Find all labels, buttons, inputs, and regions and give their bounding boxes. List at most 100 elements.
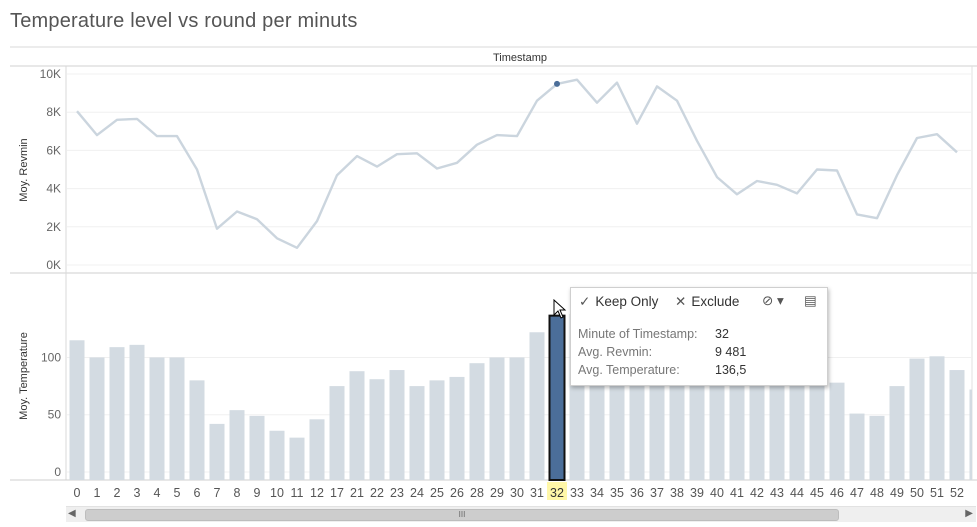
bar-y-tick-labels: 050100 <box>41 350 61 479</box>
x-tick-label[interactable]: 26 <box>450 486 464 500</box>
bar[interactable] <box>870 416 885 480</box>
bar[interactable] <box>890 386 905 480</box>
group-members-dropdown[interactable]: ⊘ ▾ <box>762 293 784 309</box>
keep-only-label: Keep Only <box>595 294 658 309</box>
bar[interactable] <box>910 359 925 480</box>
horizontal-scrollbar[interactable]: ◀ III ▶ <box>66 506 976 522</box>
bar[interactable] <box>290 438 305 480</box>
bar[interactable] <box>970 390 973 480</box>
tooltip-value: 32 <box>715 327 729 341</box>
bar[interactable] <box>70 340 85 480</box>
x-tick-label[interactable]: 36 <box>630 486 644 500</box>
x-tick-label[interactable]: 33 <box>570 486 584 500</box>
x-tick-label[interactable]: 5 <box>174 486 181 500</box>
keep-only-button[interactable]: ✓ Keep Only <box>579 294 658 310</box>
x-tick-label[interactable]: 23 <box>390 486 404 500</box>
bar[interactable] <box>110 347 125 480</box>
bar[interactable] <box>170 357 185 480</box>
bar[interactable] <box>190 380 205 480</box>
x-tick-label[interactable]: 44 <box>790 486 804 500</box>
x-tick-label[interactable]: 21 <box>350 486 364 500</box>
bar[interactable] <box>250 416 265 480</box>
x-tick-label[interactable]: 47 <box>850 486 864 500</box>
x-tick-label[interactable]: 4 <box>154 486 161 500</box>
x-tick-label[interactable]: 22 <box>370 486 384 500</box>
scroll-right-arrow-icon[interactable]: ▶ <box>965 508 973 519</box>
x-tick-label[interactable]: 28 <box>470 486 484 500</box>
bar[interactable] <box>90 357 105 480</box>
x-tick-label[interactable]: 29 <box>490 486 504 500</box>
bar[interactable] <box>850 414 865 480</box>
x-tick-label[interactable]: 11 <box>291 486 304 500</box>
bar[interactable] <box>470 363 485 480</box>
x-tick-label[interactable]: 31 <box>530 486 544 500</box>
bar[interactable] <box>450 377 465 480</box>
x-tick-label[interactable]: 41 <box>730 486 744 500</box>
x-tick-label[interactable]: 1 <box>94 486 101 500</box>
view-data-button[interactable]: ▤ <box>804 293 817 309</box>
x-tick-label[interactable]: 51 <box>930 486 944 500</box>
exclude-label: Exclude <box>691 294 739 309</box>
x-tick-label[interactable]: 3 <box>134 486 141 500</box>
bar[interactable] <box>410 386 425 480</box>
x-tick-label[interactable]: 10 <box>270 486 284 500</box>
y-tick-label: 50 <box>48 408 62 422</box>
x-tick-label[interactable]: 24 <box>410 486 424 500</box>
bar[interactable] <box>230 410 245 480</box>
bar[interactable] <box>930 356 945 480</box>
bar[interactable] <box>350 371 365 480</box>
bar[interactable] <box>370 379 385 480</box>
bar-selected[interactable] <box>550 316 565 480</box>
revmin-line-series <box>75 78 959 250</box>
bar[interactable] <box>310 419 325 480</box>
line-point-selected[interactable] <box>554 81 560 87</box>
x-tick-label[interactable]: 7 <box>214 486 221 500</box>
bar[interactable] <box>490 357 505 480</box>
x-tick-label[interactable]: 43 <box>770 486 784 500</box>
x-tick-label[interactable]: 50 <box>910 486 924 500</box>
mouse-pointer-icon <box>553 299 567 319</box>
x-tick-label[interactable]: 30 <box>510 486 524 500</box>
bar[interactable] <box>150 357 165 480</box>
bar[interactable] <box>210 424 225 480</box>
bar-y-axis-title: Moy. Temperature <box>18 332 30 420</box>
scrollbar-thumb[interactable]: III <box>85 509 839 521</box>
x-tick-label[interactable]: 25 <box>430 486 444 500</box>
y-tick-label: 8K <box>46 105 61 119</box>
exclude-button[interactable]: ✕ Exclude <box>675 294 739 310</box>
x-tick-label[interactable]: 32 <box>550 486 564 500</box>
bar[interactable] <box>530 332 545 480</box>
x-tick-label[interactable]: 9 <box>254 486 261 500</box>
bar[interactable] <box>130 345 145 480</box>
x-tick-label[interactable]: 34 <box>590 486 604 500</box>
x-tick-label[interactable]: 2 <box>114 486 121 500</box>
bar[interactable] <box>510 357 525 480</box>
y-tick-label: 100 <box>41 350 61 364</box>
bar[interactable] <box>830 383 845 480</box>
bar[interactable] <box>330 386 345 480</box>
bar[interactable] <box>270 431 285 480</box>
x-tick-label[interactable]: 0 <box>74 486 81 500</box>
x-tick-label[interactable]: 42 <box>750 486 764 500</box>
line-path[interactable] <box>77 80 957 248</box>
x-tick-label[interactable]: 49 <box>890 486 904 500</box>
x-tick-label[interactable]: 38 <box>670 486 684 500</box>
bar[interactable] <box>950 370 965 480</box>
bar[interactable] <box>430 380 445 480</box>
x-tick-label[interactable]: 45 <box>810 486 824 500</box>
x-tick-label[interactable]: 48 <box>870 486 884 500</box>
scroll-left-arrow-icon[interactable]: ◀ <box>68 508 76 519</box>
x-tick-label[interactable]: 52 <box>950 486 964 500</box>
x-tick-label[interactable]: 37 <box>650 486 664 500</box>
x-tick-label[interactable]: 46 <box>830 486 844 500</box>
x-tick-label[interactable]: 6 <box>194 486 201 500</box>
y-tick-label: 0K <box>46 258 61 272</box>
x-tick-label[interactable]: 40 <box>710 486 724 500</box>
x-tick-label[interactable]: 8 <box>234 486 241 500</box>
column-header-timestamp: Timestamp <box>493 52 547 64</box>
x-tick-label[interactable]: 35 <box>610 486 624 500</box>
x-tick-label[interactable]: 17 <box>330 486 344 500</box>
x-tick-label[interactable]: 12 <box>310 486 324 500</box>
x-tick-label[interactable]: 39 <box>690 486 704 500</box>
bar[interactable] <box>390 370 405 480</box>
